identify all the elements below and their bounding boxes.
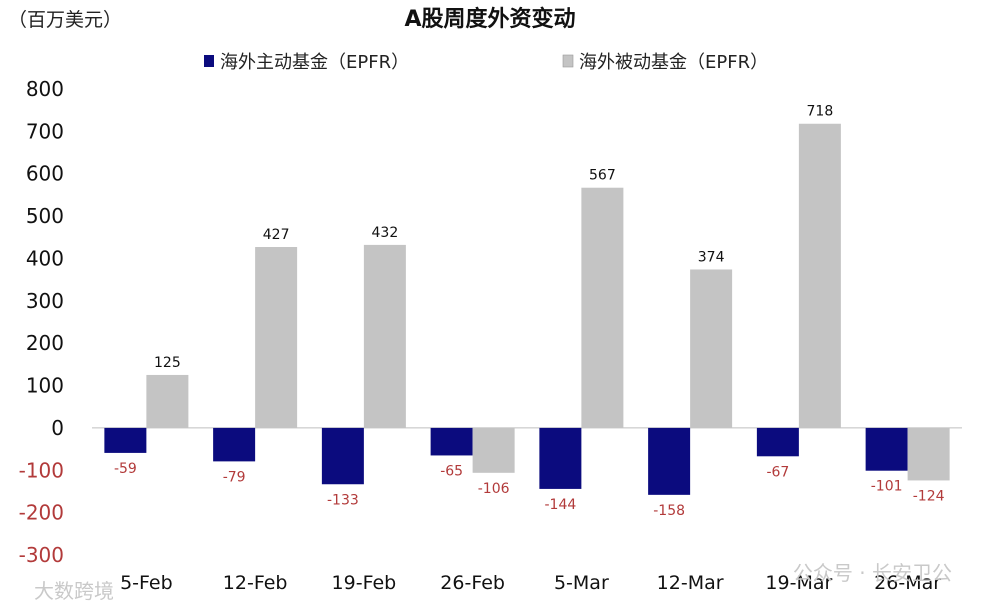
legend: 海外主动基金（EPFR） 海外被动基金（EPFR） (204, 52, 768, 73)
x-tick-label: 26-Feb (440, 572, 505, 594)
data-labels: -59 125 -79 427 -133 432 -65 -106 -144 567 -158 374… (114, 104, 945, 519)
y-tick-label: 400 (26, 246, 64, 270)
y-tick-label: -100 (19, 458, 64, 482)
data-label: 374 (698, 249, 725, 265)
data-label: 125 (154, 355, 181, 371)
y-tick-label: 200 (26, 331, 64, 355)
y-tick-label: 300 (26, 289, 64, 313)
watermark-left: 大数跨境 (34, 579, 114, 603)
x-tick-label: 12-Feb (223, 572, 288, 594)
data-label: -133 (327, 492, 359, 508)
data-label: -67 (766, 464, 789, 480)
bars-group (104, 123, 950, 495)
x-tick-label: 5-Mar (554, 572, 609, 594)
data-label: 718 (807, 104, 834, 120)
bar-active-19-Mar (756, 427, 799, 457)
legend-label-active: 海外主动基金（EPFR） (220, 52, 409, 73)
data-label: -144 (544, 497, 576, 513)
legend-swatch-active (204, 55, 214, 67)
x-axis: 5-Feb 12-Feb 19-Feb 26-Feb 5-Mar 12-Mar 19-Mar… (120, 572, 941, 594)
y-tick-label: -300 (19, 543, 64, 567)
x-tick-label: 19-Mar (765, 572, 832, 594)
y-axis: 800 700 600 500 400 300 200 100 0 -100 -200 -300 (19, 77, 64, 567)
bar-passive-19-Mar (798, 123, 841, 428)
bar-passive-19-Feb (363, 244, 406, 428)
watermark-right: 公众号 · 长安卫公 (793, 561, 952, 585)
bar-active-5-Mar (539, 427, 582, 489)
x-tick-label: 12-Mar (657, 572, 724, 594)
x-tick-label: 26-Mar (874, 572, 941, 594)
legend-label-passive: 海外被动基金（EPFR） (579, 52, 768, 73)
x-tick-label: 19-Feb (332, 572, 397, 594)
bar-passive-12-Mar (690, 269, 733, 428)
data-label: 567 (589, 168, 616, 184)
data-label: 432 (372, 225, 399, 241)
unit-label: （百万美元） (8, 9, 122, 31)
bar-passive-5-Feb (146, 374, 189, 428)
bar-active-12-Mar (648, 427, 691, 495)
y-tick-label: 800 (26, 77, 64, 101)
bar-active-26-Feb (430, 427, 473, 456)
bar-passive-26-Feb (472, 427, 515, 473)
y-tick-label: 600 (26, 162, 64, 186)
y-tick-label: -200 (19, 501, 64, 525)
y-tick-label: 500 (26, 204, 64, 228)
chart-title: A股周度外资变动 (404, 6, 575, 32)
data-label: 427 (263, 227, 290, 243)
data-label: -59 (114, 461, 137, 477)
legend-swatch-passive (562, 54, 574, 68)
bar-passive-26-Mar (907, 427, 950, 481)
data-label: -65 (440, 463, 463, 479)
data-label: -101 (871, 479, 903, 495)
y-tick-label: 0 (51, 416, 64, 440)
y-tick-label: 100 (26, 374, 64, 398)
bar-active-19-Feb (321, 427, 364, 485)
bar-passive-12-Feb (255, 247, 298, 428)
bar-passive-5-Mar (581, 187, 624, 428)
data-label: -106 (478, 481, 510, 497)
y-tick-label: 700 (26, 119, 64, 143)
bar-active-26-Mar (865, 427, 908, 471)
data-label: -124 (913, 488, 945, 504)
bar-active-5-Feb (104, 427, 147, 453)
bar-active-12-Feb (213, 427, 256, 462)
data-label: -158 (653, 503, 685, 519)
x-tick-label: 5-Feb (120, 572, 173, 594)
data-label: -79 (223, 469, 246, 485)
